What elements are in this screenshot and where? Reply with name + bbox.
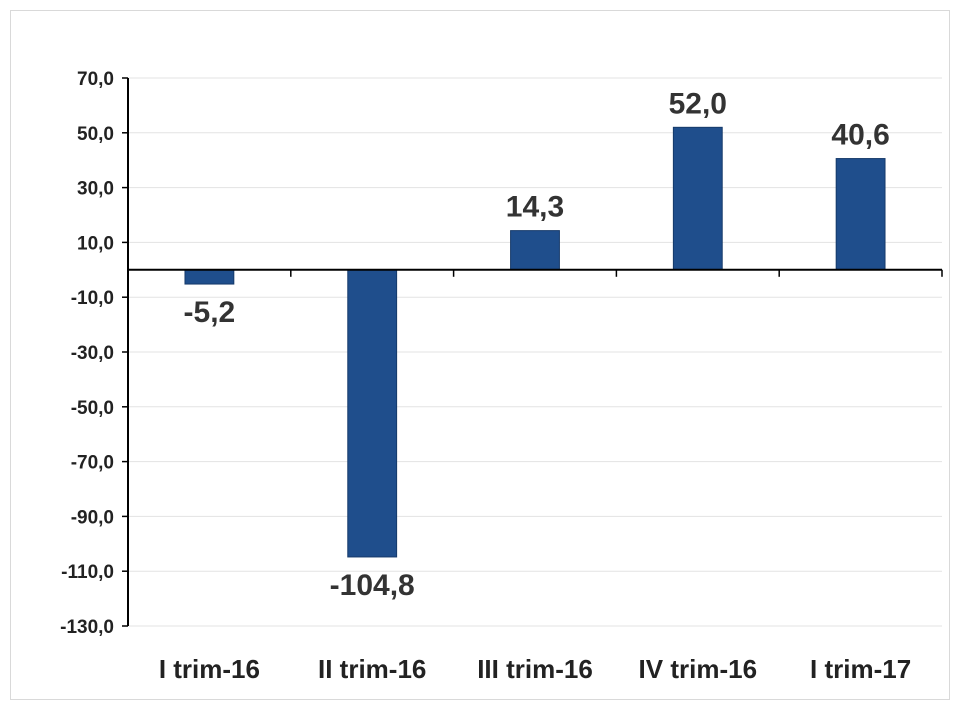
y-tick-label: -110,0: [61, 562, 114, 583]
data-label: 14,3: [506, 191, 564, 224]
data-label: -5,2: [184, 296, 236, 329]
bar: [347, 269, 398, 558]
y-tick-label: 70,0: [77, 69, 114, 90]
y-tick-label: -90,0: [71, 507, 114, 528]
bar: [510, 230, 560, 271]
data-label: 40,6: [831, 119, 889, 152]
y-tick-label: 50,0: [77, 124, 114, 145]
y-tick-labels: 70,0 50,0 30,0 10,0 -10,0 -30,0 -50,0 -70,0 -90,…: [60, 69, 114, 638]
x-tick-label: III trim-16: [477, 654, 593, 684]
x-tick-label: IV trim-16: [639, 654, 758, 684]
bar: [835, 158, 886, 271]
y-tick-label: -10,0: [71, 288, 114, 309]
y-tick-label: -50,0: [71, 398, 114, 419]
chart-frame: [10, 10, 950, 700]
y-tick-label: -70,0: [71, 453, 114, 474]
y-tick-label: 10,0: [77, 233, 114, 254]
x-tick-label: I trim-17: [810, 654, 911, 684]
y-tick-label: -130,0: [60, 617, 114, 638]
y-tick-label: -30,0: [71, 343, 114, 364]
gridlines: [128, 77, 942, 627]
bar: [672, 126, 723, 271]
x-tick-label: II trim-16: [318, 654, 426, 684]
x-tick-labels: I trim-16 II trim-16 III trim-16 IV trim-16…: [159, 654, 911, 684]
data-labels: -5,2 -104,8 14,3 52,0 40,6: [184, 87, 890, 602]
x-tick-label: I trim-16: [159, 654, 260, 684]
axes: [122, 77, 943, 627]
data-label: 52,0: [669, 87, 727, 120]
bars: [184, 126, 886, 558]
y-tick-label: 30,0: [77, 179, 114, 200]
bar: [184, 269, 235, 285]
data-label: -104,8: [330, 569, 415, 602]
